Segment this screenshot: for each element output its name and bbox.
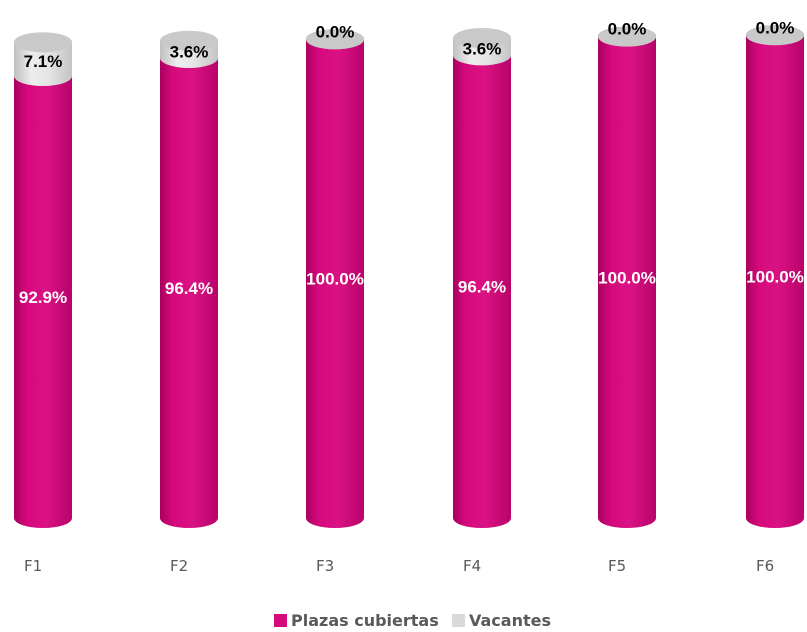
bar-top-cap-F3 (306, 29, 364, 50)
bar-top-cap-F4 (453, 28, 511, 49)
data-label-vacantes-F5: 0.0% (608, 20, 647, 39)
category-label-F1: F1 (24, 557, 42, 575)
data-label-plazas-cubiertas-F3: 100.0% (306, 270, 364, 289)
legend-item-vacantes-swatch (452, 614, 465, 627)
labels-layer: 92.9% 7.1% 96.4% 3.6% 100.0% 0.0% 96.4% 3.6% 100… (19, 18, 804, 307)
category-label-F4: F4 (463, 557, 481, 575)
legend-item-plazas-cubiertas-swatch (274, 614, 287, 627)
bar-top-cap-F2 (160, 30, 218, 51)
bar-top-cap-F5 (598, 26, 656, 47)
category-label-F6: F6 (756, 557, 774, 575)
data-label-plazas-cubiertas-F6: 100.0% (746, 268, 804, 287)
category-axis: F1 F2 F3 F4 F5 F6 (24, 557, 774, 575)
legend-item-plazas-cubiertas-label: Plazas cubiertas (291, 611, 439, 630)
data-label-plazas-cubiertas-F2: 96.4% (165, 279, 213, 298)
category-label-F2: F2 (170, 557, 188, 575)
bar-plazas-cubiertas-F1 (14, 66, 72, 528)
data-label-vacantes-F3: 0.0% (316, 22, 355, 41)
legend: Plazas cubiertas Vacantes (274, 611, 551, 630)
data-label-vacantes-F4: 3.6% (463, 40, 502, 59)
bar-top-cap-F1 (14, 32, 72, 53)
bar-plazas-cubiertas-F2 (160, 47, 218, 529)
data-label-vacantes-F1: 7.1% (24, 52, 63, 71)
data-label-vacantes-F6: 0.0% (756, 18, 795, 37)
data-label-plazas-cubiertas-F4: 96.4% (458, 278, 506, 297)
legend-item-vacantes-label: Vacantes (469, 611, 551, 630)
bar-top-cap-F6 (746, 25, 804, 46)
bar-vacantes-F1 (14, 42, 72, 87)
category-label-F5: F5 (608, 557, 626, 575)
category-label-F3: F3 (316, 557, 334, 575)
bar-plazas-cubiertas-F4 (453, 45, 511, 529)
bar-plazas-cubiertas-F5 (598, 26, 656, 529)
data-label-plazas-cubiertas-F1: 92.9% (19, 288, 67, 307)
bar-plazas-cubiertas-F3 (306, 29, 364, 529)
bar-plazas-cubiertas-F6 (746, 25, 804, 529)
bars-layer (14, 25, 804, 529)
data-label-vacantes-F2: 3.6% (170, 42, 209, 61)
data-label-plazas-cubiertas-F5: 100.0% (598, 268, 656, 287)
